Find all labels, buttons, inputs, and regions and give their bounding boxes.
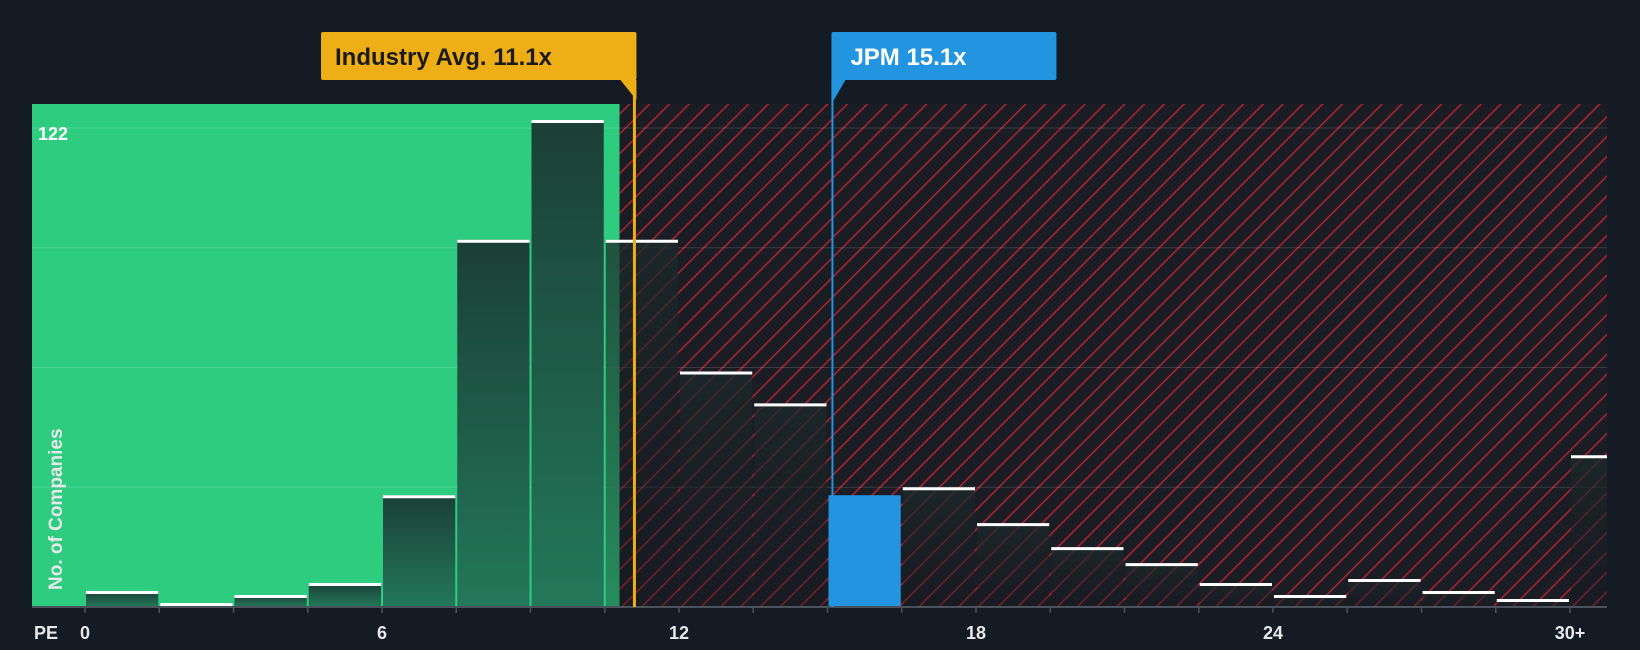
histogram-bar: [457, 239, 530, 607]
x-tick-label: 18: [966, 623, 986, 643]
industry-average-label: Industry Avg. 11.1x: [335, 44, 553, 71]
histogram-bar-company: [828, 495, 901, 607]
x-tick-label: 0: [80, 623, 90, 643]
histogram-bar: [977, 523, 1050, 607]
histogram-bar: [680, 371, 753, 607]
industry-average-callout: [321, 32, 637, 80]
histogram-bar: [754, 403, 827, 607]
histogram-bar: [605, 239, 678, 607]
histogram-bars: [86, 119, 1607, 607]
gridlines: [32, 127, 1607, 488]
x-tick-label: 24: [1263, 623, 1283, 643]
industry-average-callout-tail: [620, 80, 637, 100]
histogram-bar: [234, 595, 307, 607]
histogram-bar: [1422, 591, 1495, 607]
x-tick-label: 6: [377, 623, 387, 643]
company-callout: [831, 32, 1057, 80]
histogram-bar: [531, 119, 604, 607]
histogram-bar: [383, 495, 456, 607]
histogram-bar: [1348, 579, 1421, 607]
histogram-bar: [902, 487, 975, 607]
fair-value-zone: [32, 104, 620, 607]
histogram-bar: [1051, 547, 1124, 607]
histogram-bar: [86, 591, 159, 607]
histogram-bar: [1125, 563, 1198, 607]
histogram-bar: [1496, 599, 1569, 607]
x-tick-label: 30+: [1555, 623, 1586, 643]
company-marker: JPM 15.1x: [831, 32, 1057, 607]
x-tick-label: 12: [669, 623, 689, 643]
company-label: JPM 15.1x: [850, 44, 967, 71]
y-max-label: 122: [38, 124, 68, 144]
histogram-bar: [308, 583, 381, 607]
industry-average-marker: Industry Avg. 11.1x: [321, 32, 637, 607]
histogram-bar: [1274, 595, 1347, 607]
x-axis-label: PE: [34, 623, 58, 643]
histogram-bar: [1571, 455, 1607, 607]
y-axis-label: No. of Companies: [46, 428, 67, 590]
x-axis-ticks: 0 6 12 18 24 30+: [80, 607, 1585, 643]
company-callout-tail: [831, 80, 846, 104]
histogram-bar: [1199, 583, 1272, 607]
